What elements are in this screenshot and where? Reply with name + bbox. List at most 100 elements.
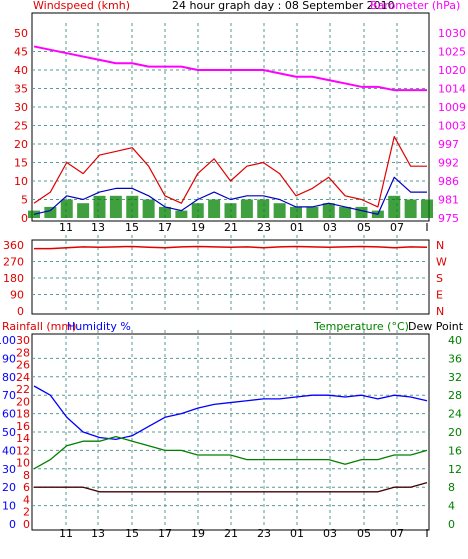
x-tick-label: 01 xyxy=(290,221,304,234)
x-tick-label: 23 xyxy=(257,527,271,540)
gust-bar xyxy=(421,199,433,218)
x-tick-label: 19 xyxy=(191,221,205,234)
rain-tick-label: 26 xyxy=(16,359,30,372)
x-tick-label: 21 xyxy=(224,527,238,540)
temp-tick-label: 20 xyxy=(448,426,462,439)
gust-bar xyxy=(191,203,204,218)
humidity-tick-label: 50 xyxy=(2,426,16,439)
y-right-tick-label: 1020 xyxy=(438,64,466,77)
y-left-tick-label: 25 xyxy=(14,120,28,133)
rain-tick-label: 2 xyxy=(23,506,30,519)
y-right-tick-label: 981 xyxy=(438,194,459,207)
y-right-tick-label: 1014 xyxy=(438,83,466,96)
y-right-tick-label: 1003 xyxy=(438,120,466,133)
temp-tick-label: 8 xyxy=(448,481,455,494)
gust-bar xyxy=(240,199,253,218)
rain-tick-label: 14 xyxy=(16,432,30,445)
x-tick-label: 05 xyxy=(357,527,371,540)
avg-wind-line xyxy=(33,176,427,215)
y-left-tick-label: 35 xyxy=(14,83,28,96)
y-left-tick-label: 40 xyxy=(14,64,28,77)
rain-tick-label: 28 xyxy=(16,346,30,359)
y-right-tick-label: 1030 xyxy=(438,27,466,40)
y-left-tick-label: 45 xyxy=(14,46,28,59)
compass-tick-label: W xyxy=(436,256,447,269)
direction-tick-label: 360 xyxy=(3,239,24,252)
compass-tick-label: E xyxy=(436,289,443,302)
dewpoint-header: Dew Point xyxy=(408,320,464,333)
gust-bar xyxy=(290,206,302,218)
dew-point-line xyxy=(34,481,428,493)
x-tick-label: 17 xyxy=(158,221,172,234)
temp-tick-label: 24 xyxy=(448,408,462,421)
temp-tick-label: 0 xyxy=(448,518,455,531)
rain-tick-label: 10 xyxy=(16,457,30,470)
humidity-tick-label: 100 xyxy=(0,334,16,347)
windspeed-header: Windspeed (kmh) xyxy=(33,0,130,12)
rain-tick-label: 24 xyxy=(16,371,30,384)
x-tick-label: 01 xyxy=(290,527,304,540)
barometer-header: Barometer (hPa) xyxy=(370,0,460,12)
gust-bar xyxy=(175,210,188,218)
series-lines xyxy=(28,45,433,493)
gust-bar xyxy=(93,195,106,218)
humidity-tick-label: 10 xyxy=(2,500,16,513)
humidity-tick-label: 40 xyxy=(2,444,16,457)
direction-tick-label: 90 xyxy=(10,289,24,302)
direction-tick-label: 180 xyxy=(3,272,24,285)
rain-tick-label: 30 xyxy=(16,334,30,347)
x-tick-label: 07 xyxy=(390,221,404,234)
gust-bar xyxy=(322,203,335,218)
y-left-tick-label: 10 xyxy=(14,175,28,188)
rain-tick-label: 22 xyxy=(16,383,30,396)
x-tick-label: 15 xyxy=(125,527,139,540)
humidity-tick-label: 60 xyxy=(2,408,16,421)
y-right-tick-label: 1009 xyxy=(438,101,466,114)
gust-bar xyxy=(273,203,286,218)
compass-tick-label: N xyxy=(436,305,444,318)
humidity-header: Humidity % xyxy=(67,320,131,333)
y-left-tick-label: 20 xyxy=(14,138,28,151)
direction-tick-label: 0 xyxy=(17,305,24,318)
gust-bar xyxy=(159,206,171,218)
rain-tick-label: 6 xyxy=(23,481,30,494)
gust-bar xyxy=(126,195,139,218)
rain-tick-label: 0 xyxy=(23,518,30,531)
compass-tick-label: S xyxy=(436,272,443,285)
x-tick-label: 07 xyxy=(390,527,404,540)
humidity-tick-label: 0 xyxy=(9,518,16,531)
x-tick-label: I xyxy=(425,221,428,234)
compass-tick-label: N xyxy=(436,239,444,252)
gust-bar xyxy=(60,199,73,218)
gust-bar xyxy=(355,206,368,218)
gust-bar xyxy=(44,206,57,218)
temp-tick-label: 28 xyxy=(448,389,462,402)
y-left-tick-label: 0 xyxy=(21,212,28,225)
x-tick-label: 03 xyxy=(323,527,337,540)
x-tick-label: 23 xyxy=(257,221,271,234)
humidity-tick-label: 80 xyxy=(2,371,16,384)
temp-tick-label: 36 xyxy=(448,352,462,365)
gust-bar xyxy=(109,195,122,218)
x-tick-label: 03 xyxy=(323,221,337,234)
y-right-tick-label: 992 xyxy=(438,157,459,170)
x-tick-label: 19 xyxy=(191,527,205,540)
direction-line xyxy=(34,245,428,250)
y-left-tick-label: 15 xyxy=(14,157,28,170)
temp-tick-label: 12 xyxy=(448,463,462,476)
rain-tick-label: 18 xyxy=(16,408,30,421)
gust-bar xyxy=(306,206,319,218)
humidity-tick-label: 90 xyxy=(2,352,16,365)
rain-tick-label: 16 xyxy=(16,420,30,433)
gust-bar xyxy=(77,203,90,218)
gust-bar xyxy=(388,195,401,218)
y-right-tick-label: 975 xyxy=(438,212,459,225)
temperature-header: Temperature (°C) xyxy=(313,320,409,333)
direction-tick-label: 270 xyxy=(3,256,24,269)
x-tick-label: 15 xyxy=(125,221,139,234)
temp-tick-label: 40 xyxy=(448,334,462,347)
temp-tick-label: 16 xyxy=(448,444,462,457)
gust-bar xyxy=(224,203,237,218)
